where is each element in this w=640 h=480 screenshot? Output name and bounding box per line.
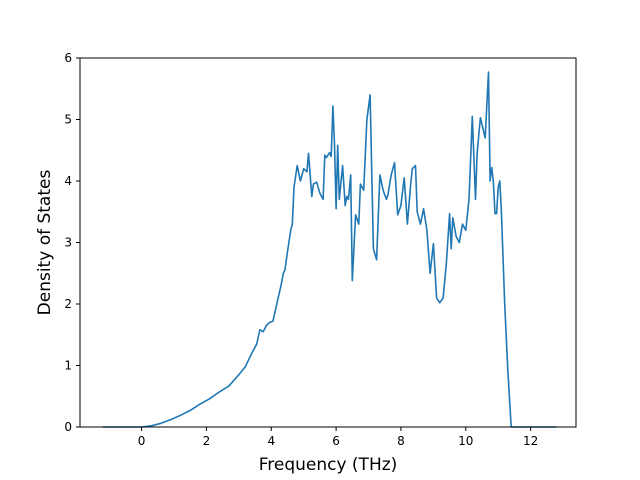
y-axis-label: Density of States <box>35 170 55 316</box>
y-tick-label: 4 <box>64 174 72 188</box>
x-tick-label: 6 <box>332 434 340 448</box>
y-tick-label: 5 <box>64 113 72 127</box>
plot-area <box>102 71 557 428</box>
x-tick-label: 10 <box>458 434 473 448</box>
y-tick-label: 0 <box>64 420 72 434</box>
y-tick-label: 6 <box>64 51 72 65</box>
x-tick-label: 8 <box>397 434 405 448</box>
x-axis-ticks: 0 2 4 6 8 10 12 <box>138 427 538 448</box>
x-tick-label: 2 <box>203 434 211 448</box>
x-tick-label: 0 <box>138 434 146 448</box>
dos-series-line <box>102 71 557 428</box>
x-axis-label: Frequency (THz) <box>259 455 398 475</box>
y-axis-ticks: 0 1 2 3 4 5 6 <box>64 51 80 434</box>
x-tick-label: 12 <box>523 434 538 448</box>
y-tick-label: 3 <box>64 236 72 250</box>
y-tick-label: 1 <box>64 359 72 373</box>
x-tick-label: 4 <box>267 434 275 448</box>
y-tick-label: 2 <box>64 297 72 311</box>
